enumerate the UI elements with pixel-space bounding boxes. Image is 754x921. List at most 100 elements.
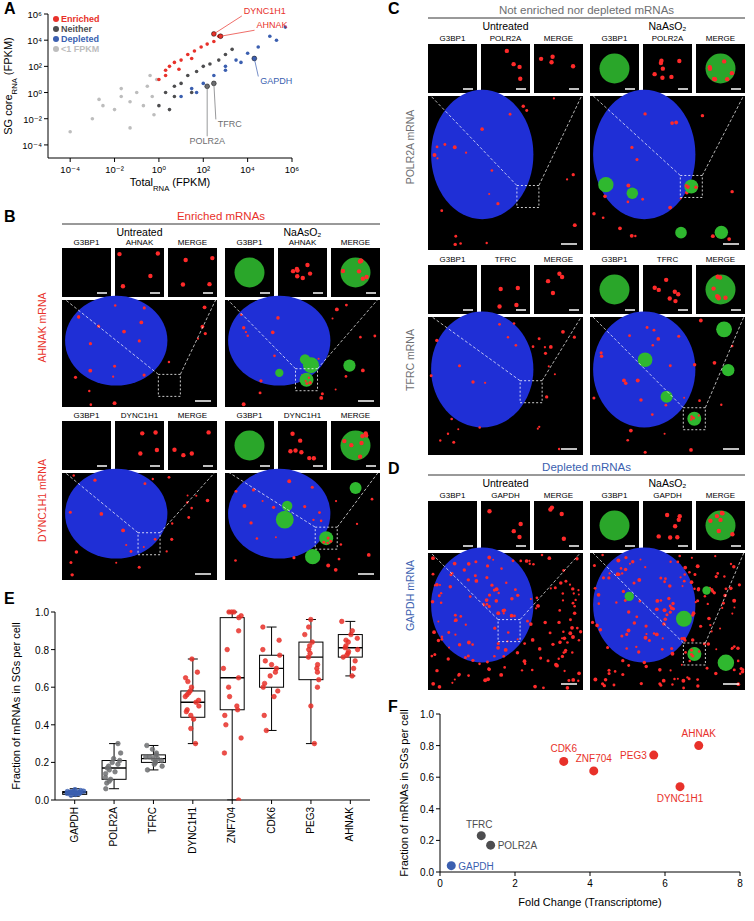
zoom-line bbox=[542, 314, 583, 381]
rna-spot bbox=[430, 374, 433, 377]
point bbox=[76, 790, 81, 795]
point bbox=[261, 647, 266, 652]
y-axis-label: Fraction of mRNAs in SGs per cell bbox=[10, 622, 22, 790]
point bbox=[559, 757, 568, 766]
channel-label: G3BP1 bbox=[237, 238, 263, 247]
rna-spot bbox=[676, 561, 679, 564]
point bbox=[128, 100, 132, 104]
rna-spot bbox=[671, 652, 675, 656]
point bbox=[179, 58, 183, 62]
rna-spot bbox=[295, 267, 299, 271]
point bbox=[234, 58, 238, 62]
rna-spot bbox=[360, 434, 364, 438]
axis-label-part: RNA bbox=[10, 77, 19, 94]
rna-spot bbox=[305, 382, 308, 385]
rna-spot bbox=[449, 585, 452, 588]
point bbox=[183, 676, 188, 681]
inset-background bbox=[62, 248, 111, 297]
point bbox=[355, 636, 360, 641]
point bbox=[316, 677, 321, 682]
nucleus bbox=[593, 548, 695, 663]
rna-spot bbox=[493, 655, 496, 658]
rna-spot bbox=[708, 519, 712, 523]
inset bbox=[62, 248, 111, 297]
rna-spot bbox=[671, 602, 674, 605]
rna-spot bbox=[690, 418, 692, 420]
rna-spot bbox=[603, 195, 607, 199]
zoom-box bbox=[498, 620, 520, 642]
rna-spot bbox=[139, 320, 143, 324]
rna-spot bbox=[440, 601, 443, 604]
axis-label-part: (FPKM) bbox=[2, 37, 14, 78]
legend-swatch bbox=[53, 36, 59, 42]
rna-spot bbox=[518, 77, 522, 81]
rna-spot bbox=[513, 322, 516, 325]
scale-bar bbox=[561, 448, 577, 450]
point-label: POLR2A bbox=[498, 840, 538, 851]
rna-spot bbox=[329, 540, 332, 543]
channel-label: G3BP1 bbox=[602, 34, 628, 43]
rna-spot bbox=[242, 402, 246, 406]
rna-spot bbox=[512, 559, 515, 562]
scale-bar bbox=[195, 400, 211, 402]
point bbox=[239, 61, 243, 65]
rna-spot bbox=[669, 560, 671, 562]
point bbox=[97, 98, 101, 102]
inset bbox=[62, 421, 111, 470]
rna-spot bbox=[484, 382, 486, 384]
point bbox=[190, 57, 194, 61]
rna-spot bbox=[507, 631, 510, 634]
rna-spot bbox=[629, 563, 631, 565]
point bbox=[195, 91, 199, 95]
condition-label: Untreated bbox=[116, 226, 162, 238]
rna-spot bbox=[688, 660, 691, 663]
point bbox=[118, 751, 123, 756]
rna-spot bbox=[530, 598, 532, 600]
panel-letter: B bbox=[4, 208, 16, 225]
rna-spot bbox=[451, 682, 453, 684]
rna-spot bbox=[731, 613, 733, 615]
rna-spot bbox=[622, 590, 625, 593]
rna-spot bbox=[301, 276, 305, 280]
rna-spot bbox=[359, 441, 363, 445]
rna-spot bbox=[550, 55, 554, 59]
rna-spot bbox=[706, 667, 709, 670]
rna-spot bbox=[318, 511, 321, 514]
rna-spot bbox=[485, 598, 489, 602]
rna-spot bbox=[438, 685, 442, 689]
rna-spot bbox=[711, 234, 715, 238]
rna-spot bbox=[259, 379, 262, 382]
point bbox=[236, 676, 241, 681]
micrograph bbox=[62, 296, 217, 407]
inset bbox=[481, 501, 530, 550]
rna-spot bbox=[733, 668, 736, 671]
rna-spot bbox=[515, 344, 518, 347]
stress-granule bbox=[341, 431, 371, 461]
x-tick bbox=[203, 158, 204, 162]
rna-spot bbox=[643, 661, 646, 664]
inset bbox=[696, 265, 745, 314]
rna-spot bbox=[566, 686, 570, 690]
rna-spot bbox=[433, 653, 436, 656]
rna-spot bbox=[704, 595, 707, 598]
rna-spot bbox=[340, 543, 343, 546]
whisker bbox=[271, 687, 272, 730]
rna-spot bbox=[566, 178, 568, 180]
rna-spot bbox=[571, 678, 575, 682]
rna-spot bbox=[698, 399, 701, 402]
point bbox=[239, 613, 244, 618]
point bbox=[351, 666, 356, 671]
point bbox=[77, 791, 82, 796]
point bbox=[173, 61, 177, 65]
rna-spot bbox=[536, 596, 539, 599]
rna-spot bbox=[327, 537, 330, 540]
rna-spot bbox=[573, 592, 575, 594]
x-tick-label: POLR2A bbox=[108, 807, 119, 847]
channel-label: MERGE bbox=[178, 411, 207, 420]
point bbox=[145, 768, 150, 773]
inset-background bbox=[590, 501, 639, 550]
point bbox=[196, 698, 201, 703]
stress-granule bbox=[661, 391, 673, 403]
rna-spot bbox=[620, 634, 623, 637]
rna-spot bbox=[615, 601, 617, 603]
